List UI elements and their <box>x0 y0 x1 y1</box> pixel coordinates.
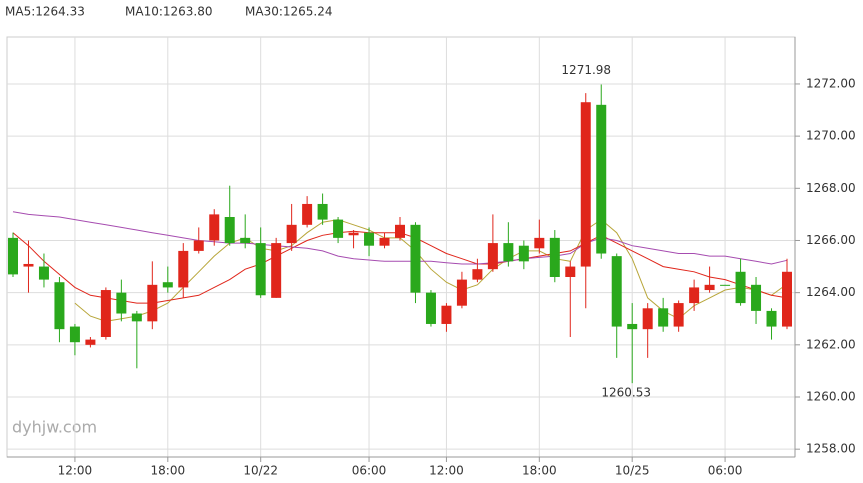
candle-body <box>782 271 792 327</box>
candle-body <box>255 243 266 296</box>
candle-body <box>766 310 777 327</box>
candle-body <box>240 237 251 244</box>
ma-line <box>12 211 788 265</box>
candle-body <box>534 237 545 249</box>
candle-body <box>379 237 390 246</box>
candle-body <box>627 323 638 330</box>
x-tick-label: 10/22 <box>243 464 278 478</box>
candle-body <box>658 308 669 327</box>
y-tick-label: 1272.00 <box>806 76 856 90</box>
candle-body <box>131 313 142 322</box>
x-tick-label: 12:00 <box>429 464 464 478</box>
candle-body <box>565 266 576 277</box>
y-tick-label: 1266.00 <box>806 233 856 247</box>
plot-frame <box>6 36 796 458</box>
watermark: dyhjw.com <box>12 418 97 437</box>
legend-entry: MA10:1263.80 <box>125 5 213 19</box>
candle-body <box>751 284 762 311</box>
candle-body <box>720 284 731 286</box>
candle-body <box>162 282 173 288</box>
candle-body <box>224 217 235 244</box>
x-tick-label: 18:00 <box>522 464 557 478</box>
y-tick-label: 1268.00 <box>806 181 856 195</box>
x-tick-label: 10/25 <box>615 464 650 478</box>
ma-line <box>74 218 788 322</box>
legend-entry: MA30:1265.24 <box>245 5 333 19</box>
candle-body <box>302 203 313 225</box>
candle-body <box>116 292 127 314</box>
candle-body <box>209 214 220 241</box>
candle-body <box>317 203 328 220</box>
candle-body <box>689 287 700 304</box>
candle-body <box>193 240 204 251</box>
candle-body <box>518 245 529 262</box>
candle-body <box>673 303 684 327</box>
x-tick-label: 06:00 <box>352 464 387 478</box>
candle-body <box>54 282 65 330</box>
candle-body <box>472 269 483 280</box>
candle-body <box>441 305 452 324</box>
candle-body <box>333 219 344 238</box>
y-tick-label: 1260.00 <box>806 390 856 404</box>
y-tick-label: 1262.00 <box>806 337 856 351</box>
y-tick-label: 1270.00 <box>806 129 856 143</box>
candle-body <box>580 102 591 267</box>
candle-body <box>395 224 405 238</box>
candle-body <box>487 243 498 270</box>
candle-body <box>503 243 514 262</box>
candle-body <box>410 224 421 293</box>
candle-body <box>100 290 111 337</box>
candle-body <box>456 279 467 306</box>
candle-body <box>364 232 375 246</box>
candle-body <box>23 263 34 267</box>
candle-body <box>642 308 653 330</box>
y-tick-label: 1264.00 <box>806 285 856 299</box>
candle-body <box>271 243 282 298</box>
x-tick-label: 06:00 <box>708 464 743 478</box>
x-tick-label: 12:00 <box>58 464 93 478</box>
y-tick-label: 1258.00 <box>806 442 856 456</box>
candle-body <box>147 284 158 322</box>
candle-body <box>596 104 607 254</box>
candle-body <box>286 224 297 244</box>
max-label: 1271.98 <box>561 63 611 77</box>
candle-body <box>611 256 622 327</box>
legend-entry: MA5:1264.33 <box>5 5 85 19</box>
candle-body <box>85 339 96 345</box>
x-tick-label: 18:00 <box>151 464 186 478</box>
candle-body <box>735 271 746 304</box>
candle-body <box>704 284 715 291</box>
candle-body <box>8 237 18 275</box>
candle-body <box>425 292 436 324</box>
candle-body <box>549 237 560 277</box>
candle-body <box>348 232 359 236</box>
candle-body <box>178 250 189 288</box>
min-label: 1260.53 <box>601 386 651 400</box>
candle-body <box>38 266 49 280</box>
candle-body <box>69 326 80 343</box>
